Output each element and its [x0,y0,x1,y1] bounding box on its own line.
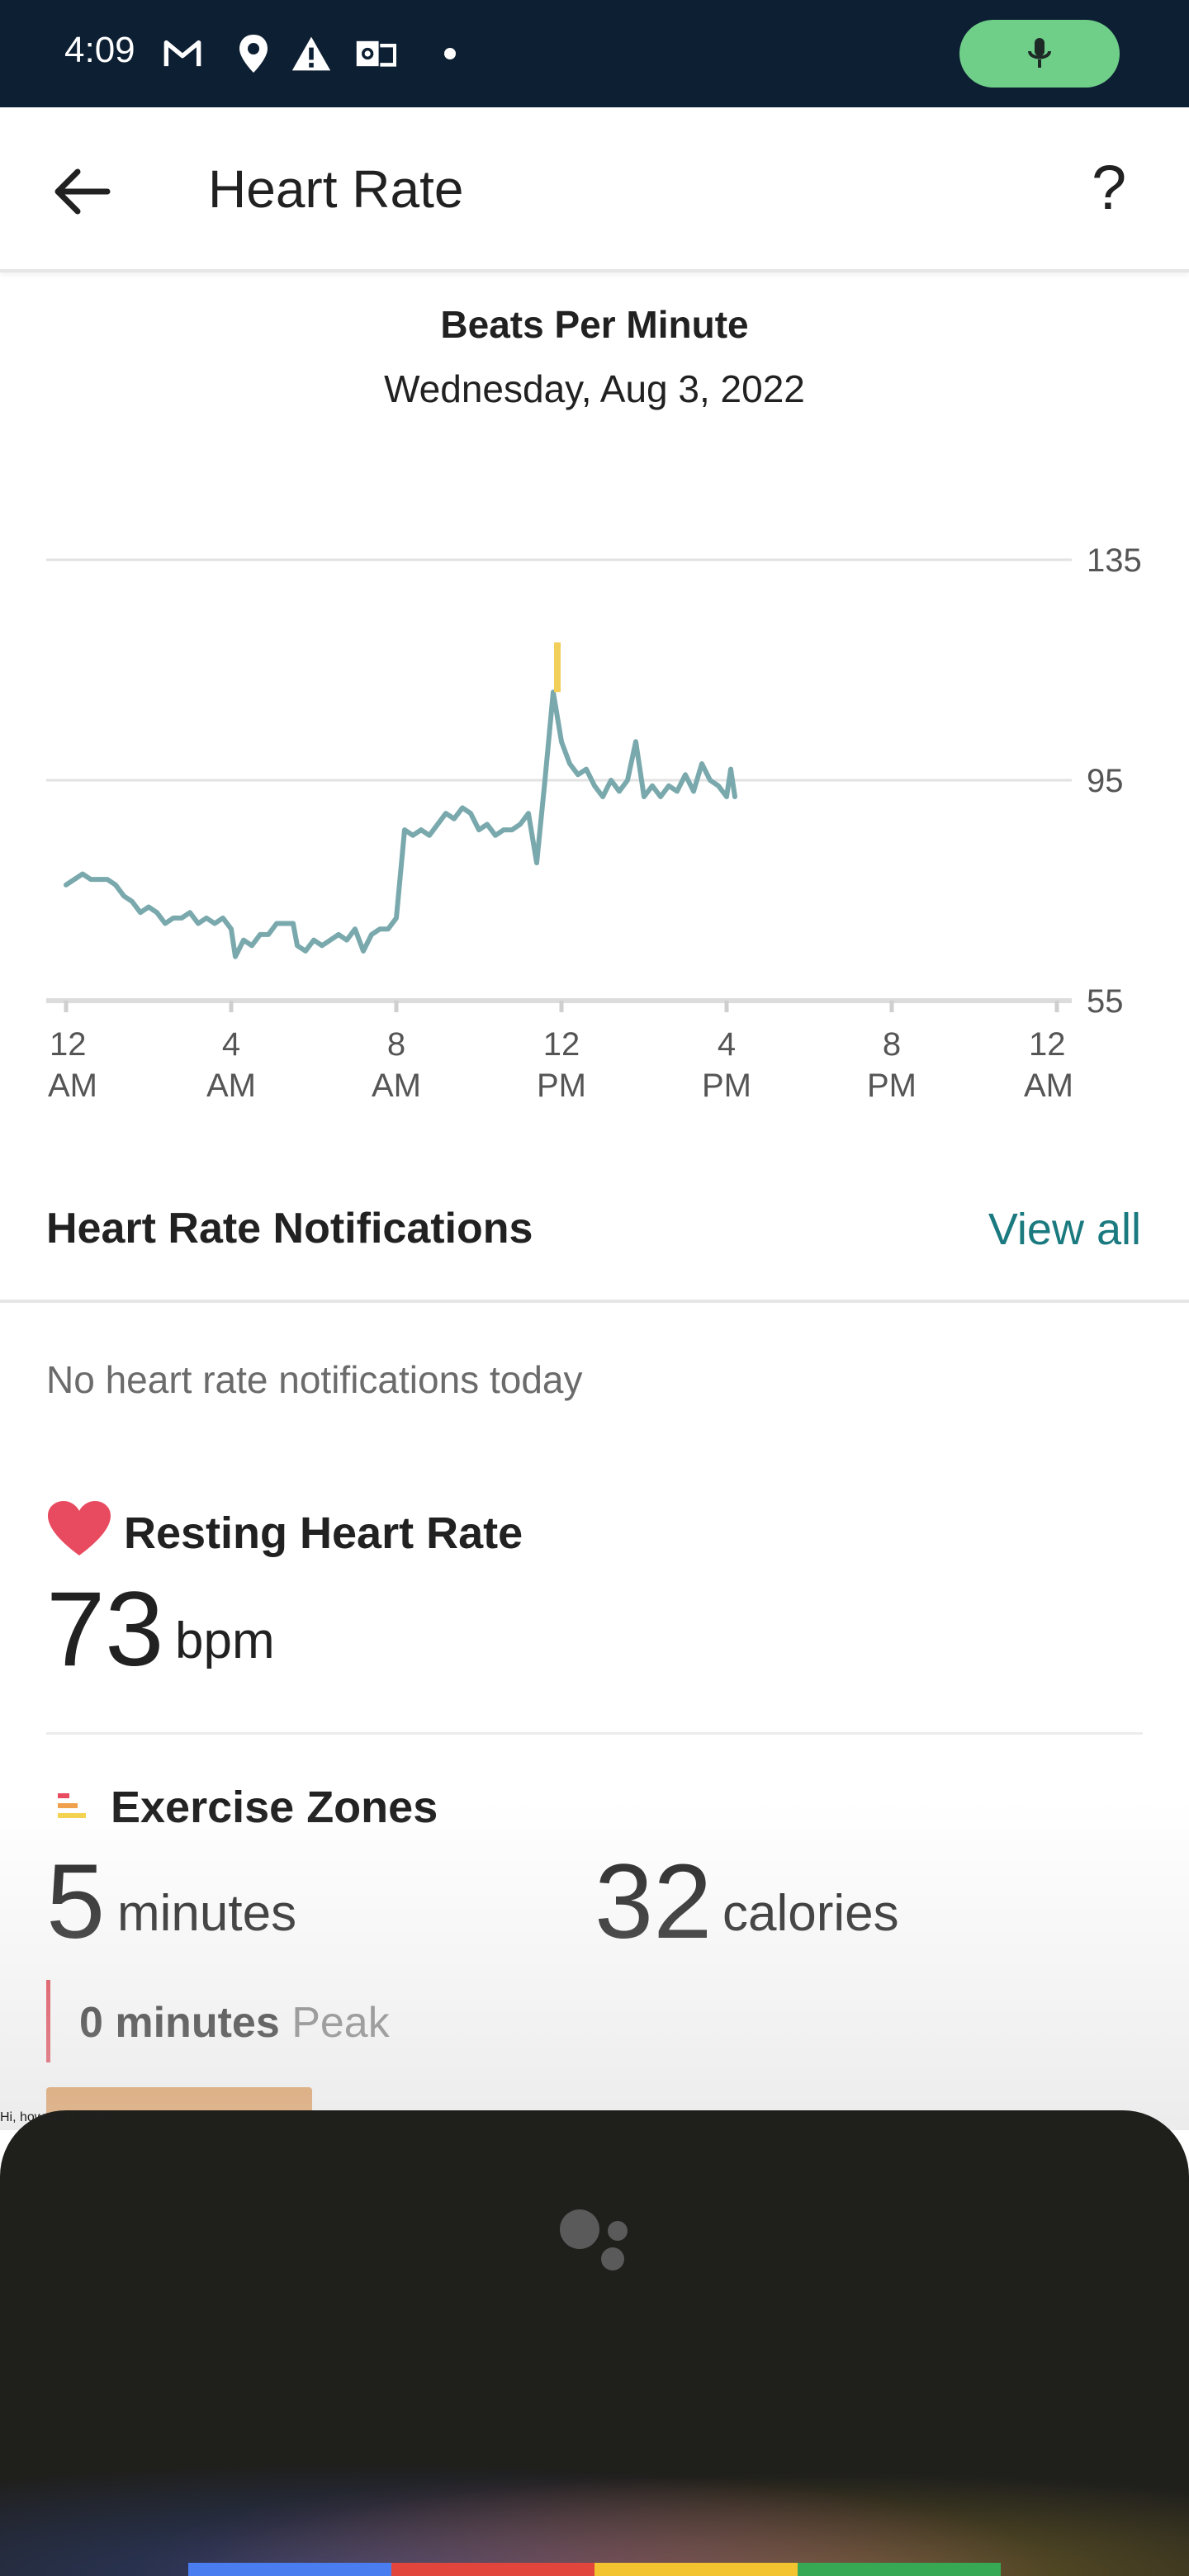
divider [46,1732,1143,1735]
peak-minutes: 0 minutes [79,1999,280,2047]
page-title: Heart Rate [208,159,464,219]
y-tick-label: 55 [1087,983,1124,1020]
app-bar: Heart Rate ? [0,107,1189,272]
peak-zone-text: 0 minutes Peak [79,1998,390,2048]
x-tick-label: AM [1024,1068,1073,1104]
assistant-bar-red [391,2563,594,2576]
peak-label: Peak [291,1999,390,2047]
status-time: 4:09 [64,30,135,70]
peak-zone-marker [46,1980,50,2062]
exercise-minutes-value: 5 [46,1843,106,1961]
status-bar: 4:09 [0,0,1189,107]
x-tick-label: 12 [543,1026,580,1063]
warning-icon [291,36,331,71]
heart-icon [48,1501,111,1556]
exercise-minutes-unit: minutes [117,1885,297,1942]
assistant-sheet[interactable] [0,2110,1189,2576]
assistant-logo-icon [560,2209,628,2271]
chart-title: Beats Per Minute [440,303,749,346]
heart-rate-line [64,689,737,959]
assistant-prompt: Hi, how can I help? [0,2110,113,2124]
chart-date: Wednesday, Aug 3, 2022 [384,367,805,410]
x-tick-label: PM [702,1068,751,1104]
exercise-calories-value: 32 [594,1843,713,1961]
y-tick-label: 135 [1087,542,1142,579]
x-tick-label: 4 [222,1026,240,1063]
x-tick-label: 12 [1029,1026,1066,1063]
assistant-bar-yellow [594,2563,798,2576]
divider [0,1300,1189,1303]
x-tick-label: 8 [387,1026,405,1063]
x-tick-label: 8 [883,1026,901,1063]
notifications-header: Heart Rate Notifications [46,1205,533,1252]
view-all-link[interactable]: View all [988,1205,1141,1254]
exercise-calories-unit: calories [722,1885,899,1942]
dot-icon [444,48,456,59]
location-pin-icon [239,35,268,73]
mic-pill[interactable] [959,20,1120,88]
resting-heart-rate-title: Resting Heart Rate [124,1508,523,1558]
resting-heart-rate-value: 73 [46,1570,164,1688]
x-tick-label: PM [537,1068,586,1104]
help-button[interactable]: ? [1092,153,1127,223]
exercise-zones-title: Exercise Zones [111,1783,438,1832]
x-tick-label: AM [372,1068,421,1104]
assistant-bar-green [798,2563,1001,2576]
y-tick-label: 95 [1087,763,1124,799]
x-tick-label: PM [867,1068,917,1104]
back-arrow-icon[interactable] [46,155,119,228]
assistant-glow [0,2444,1189,2576]
gmail-icon [163,40,201,67]
outlook-icon [356,40,396,67]
assistant-bar-blue [188,2563,391,2576]
heart-rate-chart[interactable]: 135 95 55 12 AM 4 AM 8 AM 12 PM 4 PM 8 PM 12 AM [0,495,1189,1123]
no-notifications-text: No heart rate notifications today [46,1358,583,1401]
x-tick-label: AM [206,1068,256,1104]
exercise-zones-icon [58,1793,86,1818]
resting-heart-rate-unit: bpm [175,1612,275,1669]
x-tick-label: 12 [50,1026,87,1063]
x-tick-label: AM [48,1068,97,1104]
x-tick-label: 4 [718,1026,736,1063]
microphone-icon [1028,38,1051,68]
